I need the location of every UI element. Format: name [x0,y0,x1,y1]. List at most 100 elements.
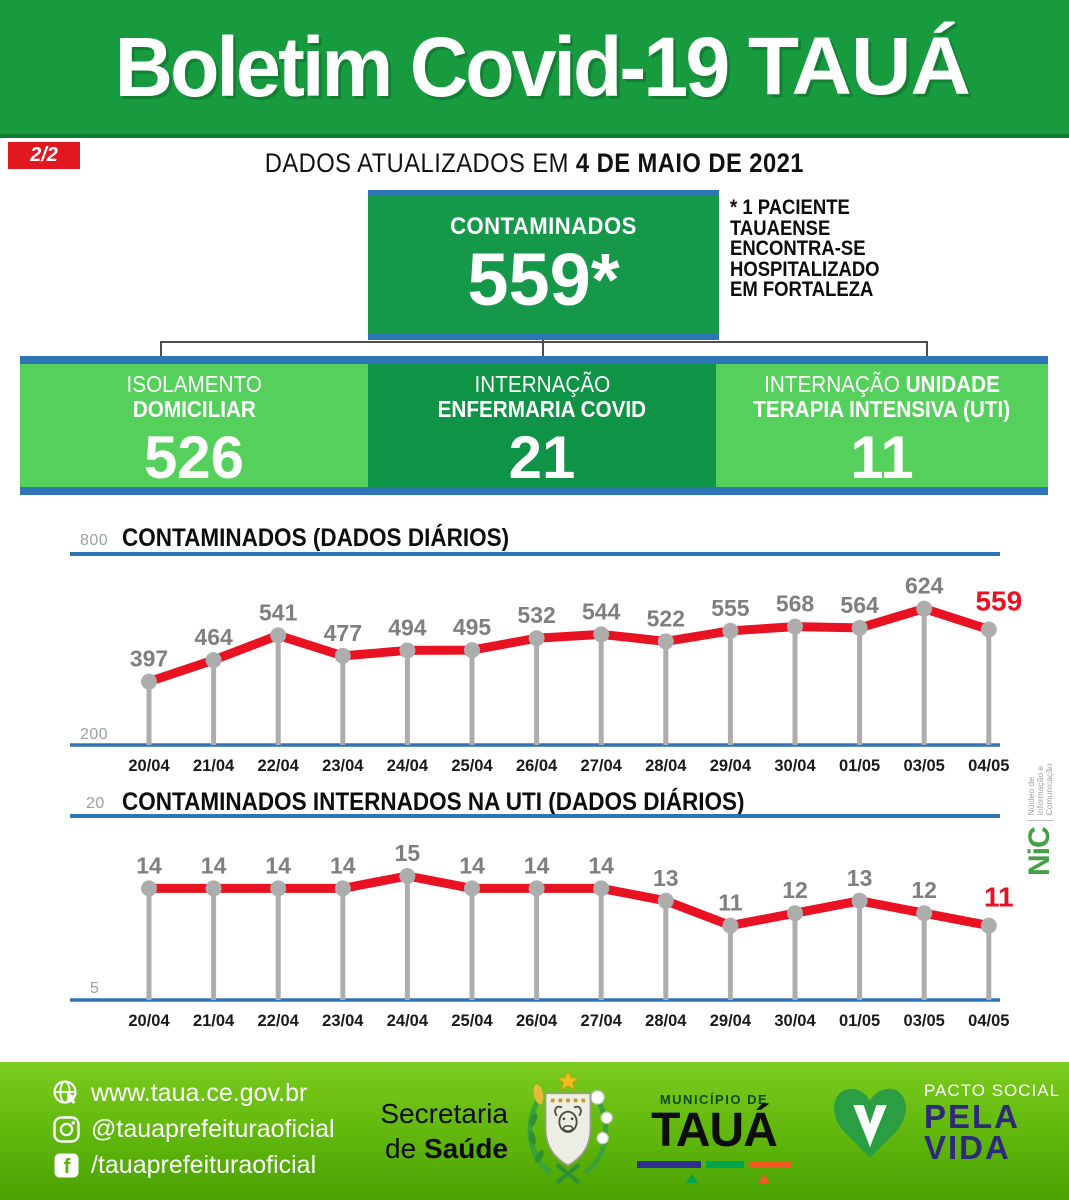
stat-label-line2: TERAPIA INTENSIVA (UTI) [753,396,1011,422]
website-link: www.taua.ce.gov.br [52,1079,335,1108]
data-point-marker [787,618,803,635]
stat-value: 11 [850,424,914,491]
data-point-marker [270,627,287,644]
data-point-marker [528,880,545,897]
x-tick-label: 28/04 [645,757,687,775]
value-label: 11 [718,890,743,916]
facebook-link: f /tauaprefeituraoficial [52,1151,335,1180]
municipio-kicker: MUNICÍPIO DE [659,1092,769,1107]
value-label: 15 [395,840,421,866]
x-tick-label: 23/04 [322,1012,364,1030]
y-tick-bottom: 5 [90,980,100,997]
value-label: 477 [324,620,362,646]
stat-box-uti: INTERNAÇÃO UNIDADE TERAPIA INTENSIVA (UT… [716,364,1048,491]
secretaria-saude-wordmark: Secretaria de Saúde [360,1099,508,1169]
stat-value: 21 [508,424,576,491]
value-label: 495 [453,614,492,640]
value-label: 11 [984,882,1014,913]
x-tick-label: 30/04 [774,1012,816,1030]
x-tick-label: 25/04 [451,1012,493,1030]
instagram-link: @tauaprefeituraoficial [52,1115,335,1144]
data-point-marker [787,905,803,922]
updated-prefix: DADOS ATUALIZADOS EM [264,148,577,178]
value-label: 568 [776,591,815,617]
instagram-icon [53,1116,80,1143]
header: Boletim Covid-19 TAUÁ [0,0,1069,138]
stat-label-line2: DOMICILIAR [132,396,256,422]
stat-value: 526 [143,424,245,491]
nic-logo: NiC Núcleo de Informação e Comunicação [1014,700,1066,876]
value-label: 13 [653,865,679,891]
facebook-handle: /tauaprefeituraoficial [91,1151,317,1179]
value-label: 564 [840,592,879,618]
x-tick-label: 04/05 [968,1012,1009,1030]
pacto-social-logo: PACTO SOCIAL PELA VIDA [828,1082,1060,1166]
footer-links: www.taua.ce.gov.br @tauaprefeituraoficia… [52,1079,335,1180]
data-point-marker [334,647,351,664]
value-label: 14 [265,852,291,878]
x-tick-label: 21/04 [193,1012,235,1030]
data-point-marker [464,880,480,897]
chart-title: CONTAMINADOS INTERNADOS NA UTI (DADOS DI… [122,788,745,816]
stat-label-line1: INTERNAÇÃO [764,371,906,397]
svg-text:f: f [64,1156,71,1178]
value-label: 14 [330,852,356,878]
x-tick-label: 01/05 [839,757,880,775]
municipio-taua-logo: MUNICÍPIO DE TAUÁ [634,1092,794,1183]
x-tick-label: 04/05 [968,757,1009,775]
value-label: 12 [911,877,937,903]
x-tick-label: 29/04 [710,1012,752,1030]
stat-box-isolamento: ISOLAMENTO DOMICILIAR 526 [20,364,368,491]
data-point-marker [593,626,610,643]
contaminados-label: CONTAMINADOS [450,212,637,240]
data-point-marker [334,880,351,897]
y-gridline-top [70,552,1000,556]
x-tick-label: 30/04 [774,757,816,775]
uti-chart: 14 14 14 14 15 14 14 14 13 11 12 13 12 11 20/04 21/04 22… [70,840,1014,1030]
heart-icon [834,1088,906,1158]
brand-wordmark: TAUÁ [747,21,971,112]
contaminados-summary-box: CONTAMINADOS 559* [368,190,719,340]
pacto-word1: PELA [924,1098,1021,1135]
data-point-marker [464,642,480,659]
x-tick-label: 23/04 [322,757,364,775]
stat-label-line2: ENFERMARIA COVID [437,396,647,422]
secretaria-line2-prefix: de [385,1133,424,1164]
data-point-marker [980,621,997,638]
data-point-marker [916,905,933,922]
x-tick-label: 01/05 [839,1012,880,1030]
secretaria-line1: Secretaria [380,1098,508,1129]
data-point-marker [141,880,157,897]
data-point-marker [528,630,545,647]
x-tick-label: 24/04 [387,1012,429,1030]
y-tick-top: 20 [86,795,105,812]
value-label: 464 [194,624,233,650]
x-tick-label: 03/05 [904,757,945,775]
data-point-marker [141,673,157,690]
data-point-marker [205,880,222,897]
chart-title: CONTAMINADOS (DADOS DIÁRIOS) [122,524,510,552]
x-tick-label: 28/04 [645,1012,687,1030]
secretaria-line2-bold: Saúde [423,1133,508,1164]
y-tick-top: 800 [80,532,109,549]
series-line [144,871,994,931]
value-label: 624 [905,573,944,599]
logo-triangle-orange [758,1174,770,1183]
municipio-color-bar [634,1161,794,1168]
x-tick-label: 29/04 [710,757,752,775]
nic-wordmark: NiC [1023,827,1056,876]
pacto-word2: VIDA [924,1129,1011,1166]
footnote-text: * 1 PACIENTE TAUAENSE ENCONTRA-SE HOSPIT… [730,196,880,301]
value-label: 14 [524,852,550,878]
updated-line: DADOS ATUALIZADOS EM 4 DE MAIO DE 2021 [0,148,1069,179]
value-label: 14 [201,852,227,878]
stats-row: ISOLAMENTO DOMICILIAR 526 INTERNAÇÃO ENF… [20,364,1048,491]
y-tick-bottom: 200 [80,726,109,743]
data-point-marker [851,892,868,909]
contaminados-chart: 397 464 541 477 494 495 532 544 522 555 568 564 624 5… [70,573,1022,775]
value-label: 13 [847,865,873,891]
contaminados-value: 559* [467,237,620,321]
data-point-marker [399,642,416,659]
taua-coat-of-arms [527,1069,613,1185]
